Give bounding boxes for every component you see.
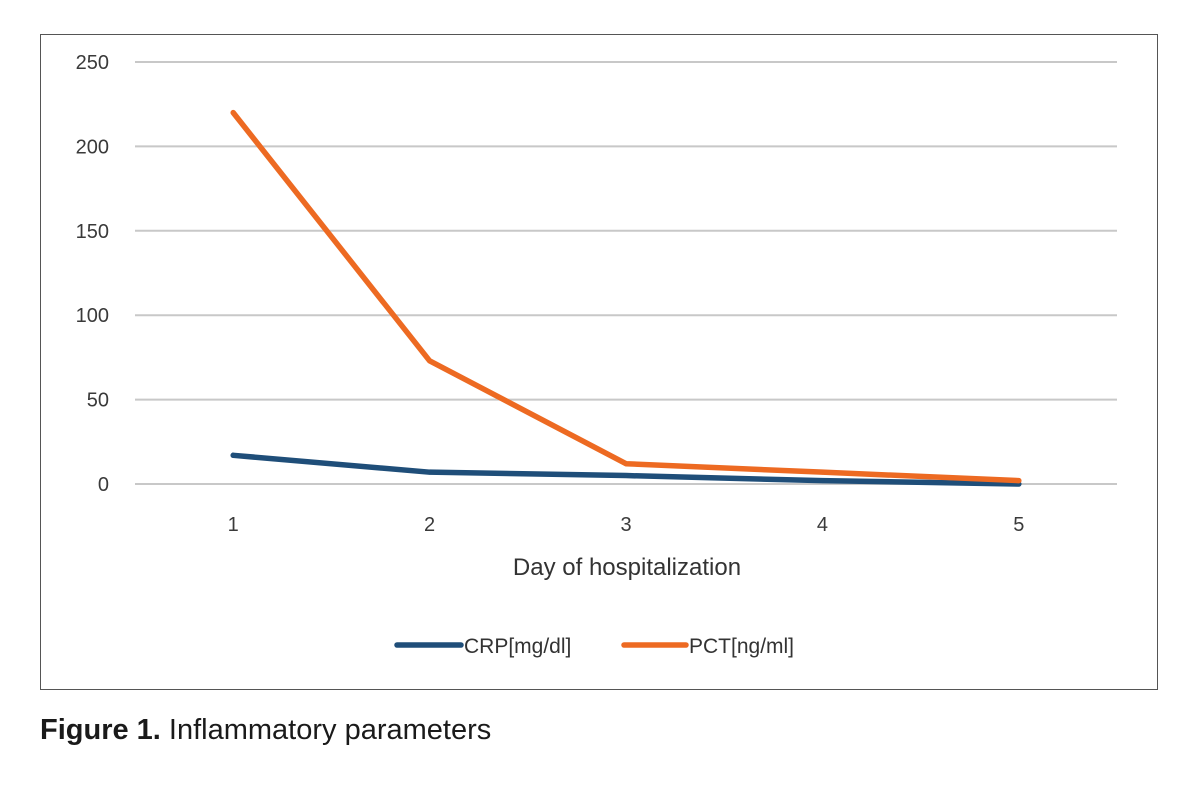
data-point xyxy=(819,478,825,484)
x-tick-label: 1 xyxy=(228,514,239,536)
x-tick-label: 2 xyxy=(424,514,435,536)
data-point xyxy=(427,469,433,475)
y-tick-label: 250 xyxy=(76,52,109,74)
data-point xyxy=(230,452,236,458)
y-tick-label: 150 xyxy=(76,221,109,243)
x-axis-title: Day of hospitalization xyxy=(513,554,741,581)
figure-caption-text: Inflammatory parameters xyxy=(160,714,492,746)
legend: CRP[mg/dl] PCT[ng/ml] xyxy=(394,635,794,658)
y-tick-label: 50 xyxy=(87,390,109,412)
data-point xyxy=(230,110,236,116)
line-chart: 0 50 100 150 200 250 1 2 3 4 5 Day of hospitalizat… xyxy=(76,52,1117,658)
y-tick-label: 200 xyxy=(76,136,109,158)
x-tick-label: 4 xyxy=(817,514,828,536)
data-point xyxy=(623,461,629,467)
x-tick-label: 5 xyxy=(1013,514,1024,536)
figure-label: Figure 1. xyxy=(40,714,161,746)
data-point xyxy=(1016,478,1022,484)
legend-label: CRP[mg/dl] xyxy=(464,635,571,658)
x-tick-label: 3 xyxy=(620,514,631,536)
y-tick-label: 100 xyxy=(76,305,109,327)
data-point xyxy=(427,358,433,364)
figure-caption: Figure 1. Inflammatory parameters xyxy=(40,714,491,747)
data-point xyxy=(819,469,825,475)
data-point xyxy=(623,473,629,479)
y-tick-label: 0 xyxy=(98,474,109,496)
series-line-pct xyxy=(230,109,1022,484)
chart-frame: 0 50 100 150 200 250 1 2 3 4 5 Day of hospitalizat… xyxy=(40,34,1158,690)
legend-label: PCT[ng/ml] xyxy=(689,635,794,658)
series-line-crp xyxy=(230,452,1022,487)
